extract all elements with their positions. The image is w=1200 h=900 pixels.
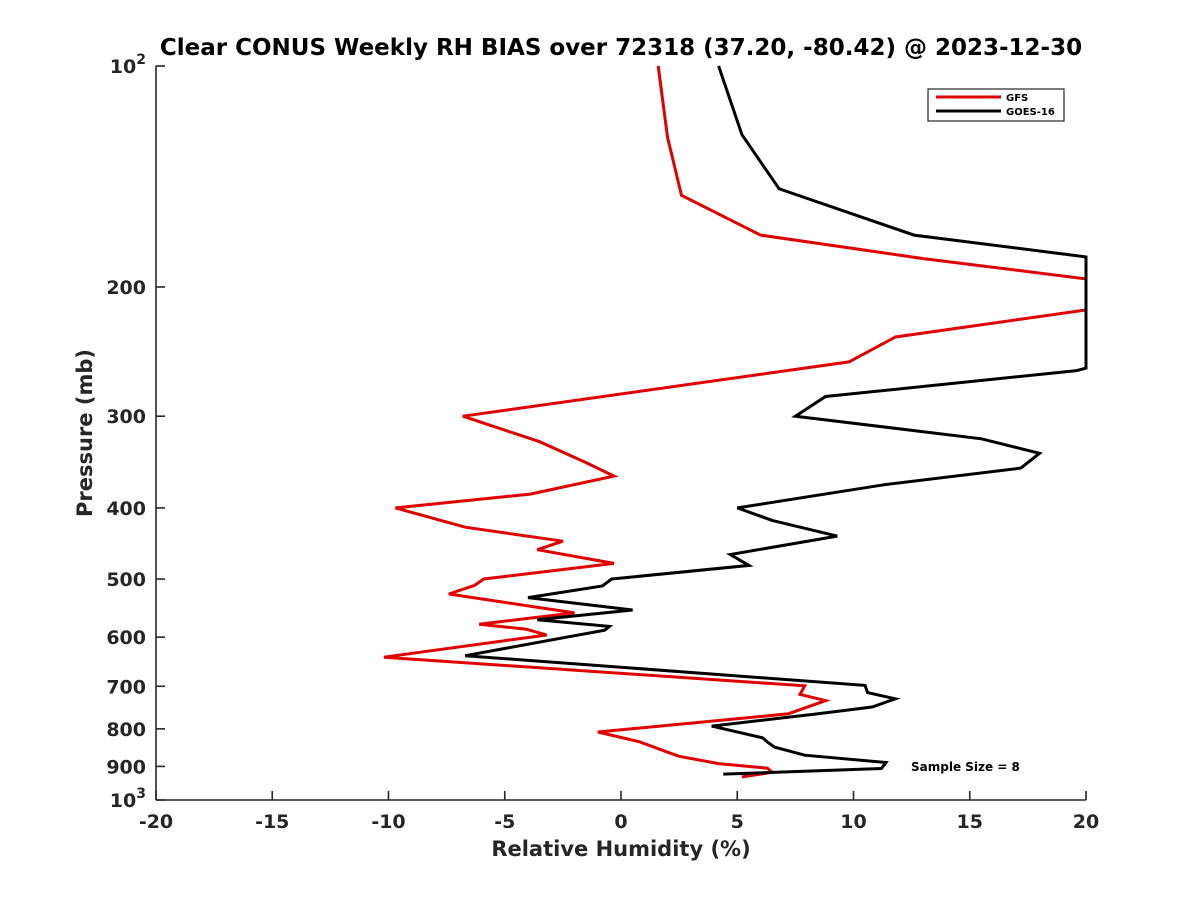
x-tick-label: 20: [1073, 811, 1099, 833]
sample-size-annotation: Sample Size = 8: [911, 760, 1020, 774]
legend-box: [927, 88, 1065, 122]
y-tick-label: 200: [106, 277, 146, 299]
y-tick-label: 900: [106, 756, 146, 778]
y-tick-label: 600: [106, 627, 146, 649]
x-ticks: -20 -15 -10 -5 0 5 10 15 20: [139, 791, 1099, 833]
y-ticks: 102 200 300 400 500 600 700 800 900 103: [106, 52, 165, 812]
y-tick-label: 700: [106, 676, 146, 698]
legend-label-gfs: GFS: [1006, 93, 1028, 104]
x-tick-label: -10: [371, 811, 405, 833]
x-axis-label: Relative Humidity (%): [491, 837, 750, 861]
series-line-gfs: [383, 65, 1088, 779]
legend: GFS GOES-16: [927, 88, 1065, 122]
x-tick-label: 10: [840, 811, 866, 833]
plot-area: [156, 66, 1086, 800]
y-tick-label: 800: [106, 719, 146, 741]
x-tick-label: 15: [957, 811, 983, 833]
chart-title: Clear CONUS Weekly RH BIAS over 72318 (3…: [160, 35, 1082, 61]
y-tick-label: 300: [106, 406, 146, 428]
x-tick-label: -5: [494, 811, 515, 833]
y-tick-label: 400: [106, 498, 146, 520]
x-tick-label: 5: [731, 811, 744, 833]
series-line-goes16: [464, 65, 1088, 776]
legend-label-goes16: GOES-16: [1006, 107, 1055, 118]
y-tick-label: 102: [110, 52, 146, 78]
x-tick-label: 0: [614, 811, 627, 833]
x-tick-label: -15: [255, 811, 289, 833]
series-layer: [383, 65, 1088, 779]
y-tick-label: 103: [110, 786, 146, 812]
y-axis-label: Pressure (mb): [73, 349, 97, 517]
x-tick-label: -20: [139, 811, 173, 833]
y-tick-label: 500: [106, 569, 146, 591]
